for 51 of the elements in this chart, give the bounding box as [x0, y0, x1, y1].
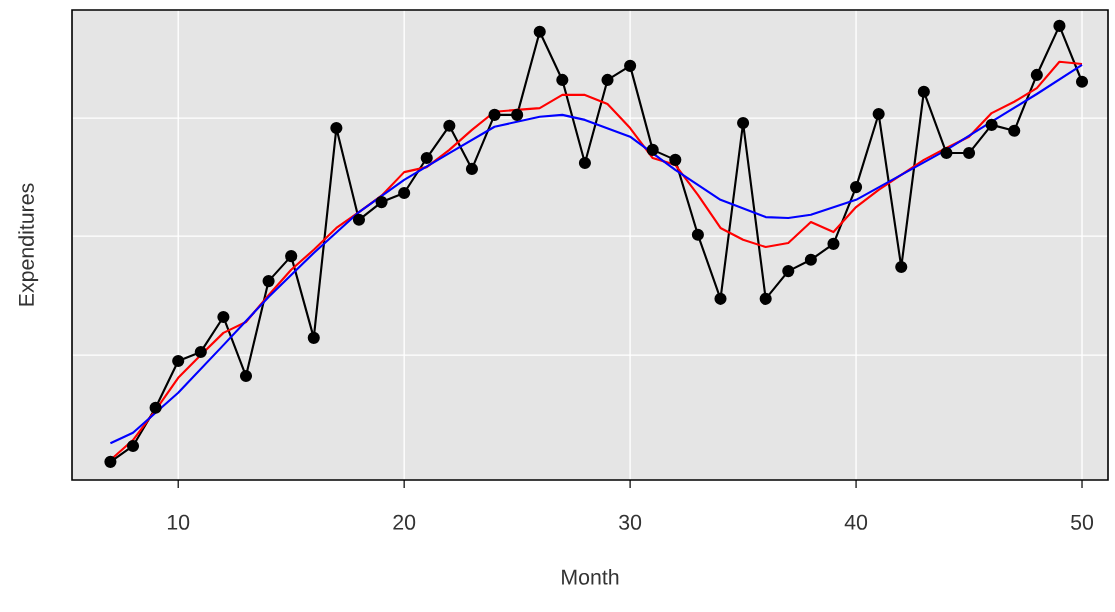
point	[443, 119, 456, 132]
point	[624, 59, 637, 72]
point	[556, 73, 569, 86]
point	[1075, 75, 1089, 88]
point	[578, 156, 591, 170]
point	[962, 146, 976, 160]
point	[849, 181, 863, 194]
x-tick-label: 40	[844, 514, 868, 530]
y-axis-title: Expenditures	[18, 183, 39, 306]
point	[307, 331, 320, 344]
x-tick-label: 50	[1071, 514, 1094, 530]
point	[511, 108, 524, 121]
point	[669, 153, 682, 166]
point	[398, 186, 411, 200]
point	[262, 275, 275, 288]
point	[895, 260, 908, 274]
point	[104, 455, 117, 468]
x-tick-label: 20	[393, 514, 416, 530]
point	[465, 162, 479, 176]
point	[737, 117, 750, 130]
point	[759, 292, 772, 305]
x-tick-label: 10	[167, 514, 190, 530]
point	[646, 143, 659, 156]
point	[533, 25, 546, 38]
x-tick-label: 30	[619, 514, 642, 530]
point	[285, 250, 298, 263]
point	[601, 73, 614, 86]
point	[985, 118, 998, 131]
point	[375, 196, 388, 209]
point	[420, 151, 433, 165]
point	[352, 213, 366, 226]
x-axis-title: Month	[562, 568, 619, 585]
point	[917, 85, 930, 98]
point	[217, 310, 230, 324]
point	[872, 107, 885, 121]
point	[827, 237, 840, 250]
point	[172, 354, 185, 368]
point	[782, 265, 795, 278]
point	[126, 439, 140, 453]
point	[714, 292, 727, 305]
point	[488, 108, 501, 121]
point	[149, 401, 162, 414]
point	[804, 253, 817, 266]
point	[1030, 68, 1043, 82]
point	[691, 228, 704, 241]
point	[239, 369, 253, 383]
point	[1053, 19, 1066, 32]
point	[1008, 124, 1021, 137]
point	[940, 146, 953, 160]
point	[330, 122, 343, 135]
point	[194, 345, 207, 359]
